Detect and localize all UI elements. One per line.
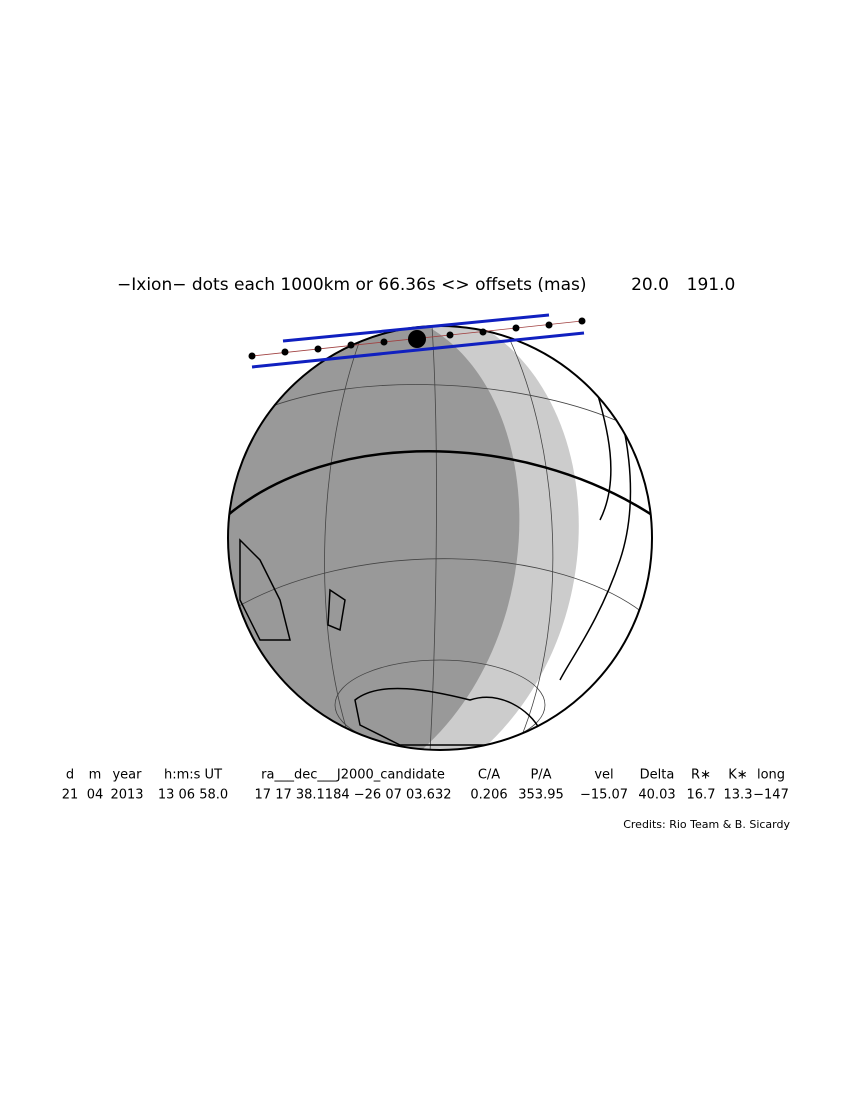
column-header: P/A [530, 768, 551, 783]
column-header: h:m:s UT [164, 768, 222, 783]
globe [227, 325, 653, 751]
column-header: Delta [640, 768, 675, 783]
column-header: m [89, 768, 102, 783]
table-cell: 13.3 [724, 788, 753, 803]
table-cell: 40.03 [638, 788, 675, 803]
table-cell: 16.7 [687, 788, 716, 803]
column-header: ra___dec___J2000_candidate [261, 768, 445, 783]
table-cell: 2013 [110, 788, 143, 803]
column-header: d [66, 768, 74, 783]
table-cell: 13 06 58.0 [158, 788, 228, 803]
table-cell: 353.95 [518, 788, 564, 803]
offset: 20.0 [631, 275, 669, 295]
table-cell: 17 17 38.1184 −26 07 03.632 [255, 788, 452, 803]
data-table: d m year h:m:s UT ra___dec___J2000_candidate… [62, 768, 789, 803]
column-header: K∗ [728, 768, 747, 783]
credits: Credits: Rio Team & B. Sicardy [623, 818, 790, 831]
table-cell: 04 [87, 788, 104, 803]
column-header: R∗ [691, 768, 711, 783]
table-cell: 21 [62, 788, 79, 803]
column-header: long [757, 768, 785, 783]
title: −Ixion− dots each 1000km or 66.36s <> of… [117, 275, 587, 295]
column-header: vel [594, 768, 613, 783]
offset: 191.0 [687, 275, 736, 295]
table-cell: −147 [753, 788, 789, 803]
shadow-path [248, 313, 586, 369]
table-cell: −15.07 [580, 788, 628, 803]
column-header: C/A [478, 768, 500, 783]
table-cell: 0.206 [470, 788, 507, 803]
column-header: year [112, 768, 142, 783]
